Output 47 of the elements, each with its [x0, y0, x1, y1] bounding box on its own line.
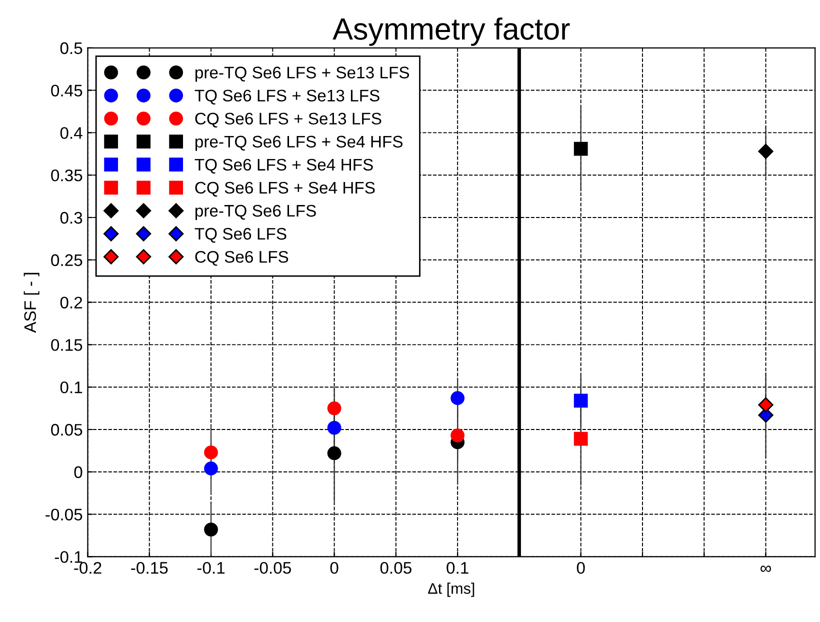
- y-axis-title: ASF [ - ]: [24, 272, 40, 333]
- y-tick-label: 0.4: [60, 127, 82, 139]
- y-tick-label: 0.35: [51, 169, 82, 182]
- point: [758, 144, 774, 159]
- y-tick-label: -0.1: [54, 551, 82, 563]
- y-tick-label: 0.2: [60, 296, 82, 308]
- point: [450, 428, 465, 442]
- legend-label: pre-TQ Se6 LFS + Se13 LFS: [195, 66, 410, 82]
- point: [204, 462, 218, 476]
- y-tick-label: 0.25: [51, 254, 82, 266]
- point: [758, 397, 774, 412]
- x-tick-label: 0: [576, 562, 585, 574]
- legend-label: CQ Se6 LFS + Se4 HFS: [195, 182, 375, 197]
- point: [574, 432, 588, 446]
- x-tick-label: -0.1: [197, 562, 225, 574]
- point: [327, 420, 342, 435]
- legend-label: pre-TQ Se6 LFS + Se4 HFS: [195, 136, 403, 151]
- point: [204, 445, 218, 460]
- point: [450, 391, 465, 406]
- x-tick-label: 0: [330, 562, 338, 574]
- legend-label: TQ Se6 LFS + Se13 LFS: [194, 90, 380, 104]
- y-tick-label: 0.3: [60, 212, 82, 224]
- y-tick-label: 0.1: [60, 381, 82, 394]
- point: [204, 522, 218, 536]
- y-tick-label: 0.5: [60, 42, 82, 54]
- legend-label: CQ Se6 LFS + Se13 LFS: [195, 112, 382, 128]
- x-tick-label: -0.15: [131, 562, 168, 574]
- y-tick-label: 0.45: [51, 84, 82, 96]
- legend-label: TQ Se6 LFS: [194, 228, 286, 243]
- x-tick-label: -0.2: [74, 562, 102, 574]
- y-tick-label: -0.05: [46, 508, 82, 520]
- legend-label: pre-TQ Se6 LFS: [195, 204, 316, 220]
- y-tick-label: 0: [74, 466, 82, 478]
- x-tick-label: ∞: [760, 566, 771, 572]
- x-tick-label: 0.1: [446, 562, 468, 574]
- x-axis-title: Δt [ms]: [428, 582, 474, 597]
- chart-title: Asymmetry factor: [332, 17, 570, 46]
- y-tick-label: 0.15: [51, 339, 82, 351]
- point: [327, 446, 342, 460]
- point: [574, 142, 588, 156]
- legend-label: TQ Se6 LFS + Se4 HFS: [194, 158, 373, 174]
- x-tick-label: 0.05: [380, 562, 412, 574]
- legend-label: CQ Se6 LFS: [195, 250, 288, 266]
- point: [574, 394, 588, 408]
- point: [327, 401, 342, 416]
- x-tick-label: -0.05: [254, 562, 291, 574]
- y-tick-label: 0.05: [51, 424, 82, 436]
